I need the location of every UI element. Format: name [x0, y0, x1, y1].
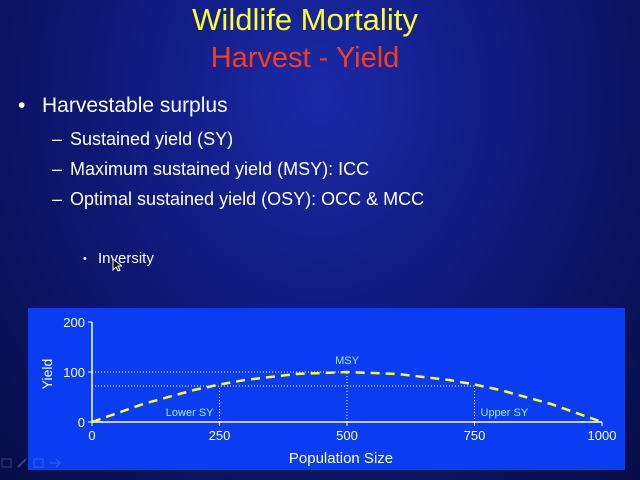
mouse-pointer-icon — [112, 258, 122, 272]
subbullet-text: Optimal sustained yield (OSY): OCC & MCC — [70, 189, 425, 209]
x-axis-label: Population Size — [289, 450, 393, 467]
yield-curve — [91, 370, 603, 424]
y-axis-label: Yield — [39, 359, 55, 390]
bullet-dot-icon: • — [83, 253, 87, 265]
y-tick-label: 100 — [63, 365, 85, 380]
chart-annotation: MSY — [335, 355, 360, 367]
x-tick-label: 250 — [209, 428, 231, 443]
yield-chart-svg: 0 250 500 750 1000 0 100 200 Population Size Yiel… — [39, 315, 617, 467]
subsubbullet-text: Inversity — [98, 250, 154, 267]
bullet-dot-icon: • — [18, 94, 26, 117]
dash-icon: – — [52, 159, 63, 179]
bullet-text: Harvestable surplus — [42, 94, 228, 117]
y-tick-label: 0 — [78, 415, 85, 430]
slide-subtitle: Harvest - Yield — [210, 42, 400, 74]
dash-icon: – — [52, 129, 63, 149]
x-tick-label: 500 — [336, 428, 358, 443]
dash-icon: – — [52, 189, 63, 209]
y-tick-label: 200 — [63, 315, 85, 330]
slide-title: Wildlife Mortality — [192, 2, 418, 37]
x-tick-label: 750 — [464, 428, 486, 443]
slide-toolbar-icons[interactable] — [0, 456, 70, 470]
x-tick-label: 1000 — [588, 428, 617, 443]
chart-annotation: Lower SY — [166, 407, 214, 419]
yield-chart: 0 250 500 750 1000 0 100 200 Population Size Yiel… — [28, 308, 625, 470]
subbullet-text: Sustained yield (SY) — [70, 129, 234, 149]
x-tick-label: 0 — [88, 428, 95, 443]
chart-annotation: Upper SY — [481, 407, 529, 419]
subbullet-text: Maximum sustained yield (MSY): ICC — [70, 159, 370, 179]
